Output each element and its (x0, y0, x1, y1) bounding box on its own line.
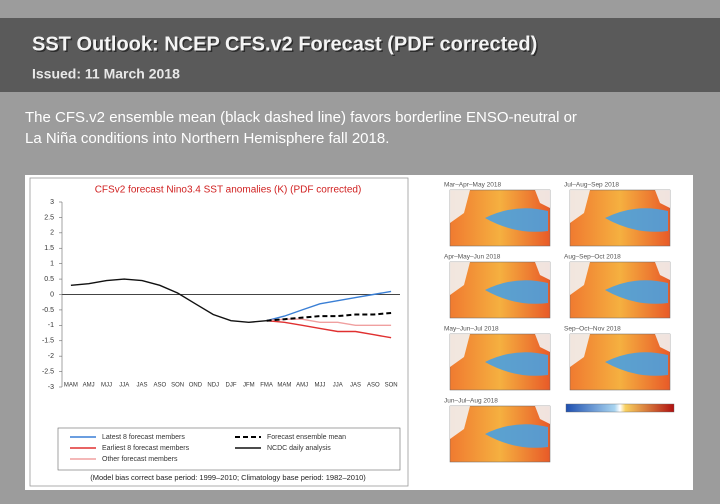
y-tick-label: 1.5 (44, 245, 54, 252)
x-tick-label: AMJ (83, 383, 95, 389)
map-land (655, 262, 670, 280)
map-land (450, 406, 470, 439)
map-land (570, 262, 590, 295)
map-title: Sep–Oct–Nov 2018 (564, 326, 621, 333)
map-land (570, 334, 590, 367)
map-cold-tongue (485, 208, 548, 232)
title-shadow: SST Outlook: NCEP CFS.v2 Forecast (PDF c… (34, 35, 539, 57)
x-tick-label: MJJ (314, 383, 325, 389)
y-tick-label: 2.5 (44, 214, 54, 221)
series-line (266, 320, 392, 339)
slide-title: SST Outlook: NCEP CFS.v2 Forecast (PDF c… (32, 33, 537, 55)
map-land (450, 334, 470, 367)
x-tick-label: NDJ (207, 383, 219, 389)
map-cold-tongue (605, 280, 668, 304)
x-tick-label: SON (385, 383, 398, 389)
y-tick-label: -3 (48, 384, 54, 391)
x-tick-label: AMJ (296, 383, 308, 389)
header-band (0, 18, 720, 92)
legend-label: Earliest 8 forecast members (102, 445, 190, 452)
map-cold-tongue (605, 208, 668, 232)
map-title: Jun–Jul–Aug 2018 (444, 398, 498, 405)
map-cold-tongue (485, 424, 548, 448)
colorbar (565, 403, 675, 413)
y-tick-label: -1.5 (42, 338, 54, 345)
y-tick-label: -0.5 (42, 307, 54, 314)
map-land (655, 334, 670, 352)
x-tick-label: JAS (137, 383, 148, 389)
x-tick-label: DJF (226, 383, 237, 389)
x-tick-label: JFM (243, 383, 255, 389)
body-text: The CFS.v2 ensemble mean (black dashed l… (25, 109, 577, 126)
map-cold-tongue (605, 352, 668, 376)
series-line (70, 278, 267, 324)
x-tick-label: ASO (154, 383, 167, 389)
legend-label: Forecast ensemble mean (267, 434, 346, 441)
chart-title: CFSv2 forecast Nino3.4 SST anomalies (K)… (95, 185, 362, 196)
map-panels: Mar–Apr–May 2018 Apr–May–Jun 2018 May–Jun–… (444, 182, 675, 463)
map-land (535, 262, 550, 280)
x-tick-label: JAS (350, 383, 361, 389)
y-tick-label: 1 (50, 261, 54, 268)
x-tick-label: JJA (333, 383, 343, 389)
map-land (570, 190, 590, 223)
map-title: Jul–Aug–Sep 2018 (564, 182, 619, 189)
series-line (266, 290, 392, 322)
y-tick-label: -2 (48, 353, 54, 360)
x-tick-label: ASO (367, 383, 380, 389)
y-tick-label: -2.5 (42, 368, 54, 375)
y-tick-label: 0.5 (44, 276, 54, 283)
x-tick-label: JJA (119, 383, 129, 389)
x-tick-label: MAM (64, 383, 78, 389)
y-tick-label: 0 (50, 291, 54, 298)
y-tick-label: -1 (48, 322, 54, 329)
map-land (655, 190, 670, 208)
map-land (535, 334, 550, 352)
x-tick-label: FMA (260, 383, 273, 389)
chart-frame (29, 177, 409, 487)
map-title: Mar–Apr–May 2018 (444, 182, 501, 189)
y-tick-label: 3 (50, 199, 54, 206)
x-tick-label: MAM (277, 383, 291, 389)
map-land (450, 190, 470, 223)
y-tick-label: 2 (50, 230, 54, 237)
legend-label: Latest 8 forecast members (102, 434, 185, 441)
footnote: (Model bias correct base period: 1999–20… (90, 473, 366, 482)
issued: Issued: 11 March 2018 (32, 66, 180, 82)
x-tick-label: OND (189, 383, 203, 389)
legend-label: NCDC daily analysis (267, 445, 331, 452)
legend-box (57, 427, 401, 471)
series-line (266, 312, 392, 322)
x-tick-label: SON (171, 383, 184, 389)
body-text: La Niña conditions into Northern Hemisph… (25, 130, 389, 147)
map-cold-tongue (485, 352, 548, 376)
map-cold-tongue (485, 280, 548, 304)
legend-label: Other forecast members (102, 456, 178, 463)
map-title: Aug–Sep–Oct 2018 (564, 254, 621, 261)
map-land (535, 190, 550, 208)
map-land (535, 406, 550, 424)
map-title: May–Jun–Jul 2018 (444, 326, 499, 333)
map-land (450, 262, 470, 295)
map-title: Apr–May–Jun 2018 (444, 254, 501, 261)
x-tick-label: MJJ (101, 383, 112, 389)
